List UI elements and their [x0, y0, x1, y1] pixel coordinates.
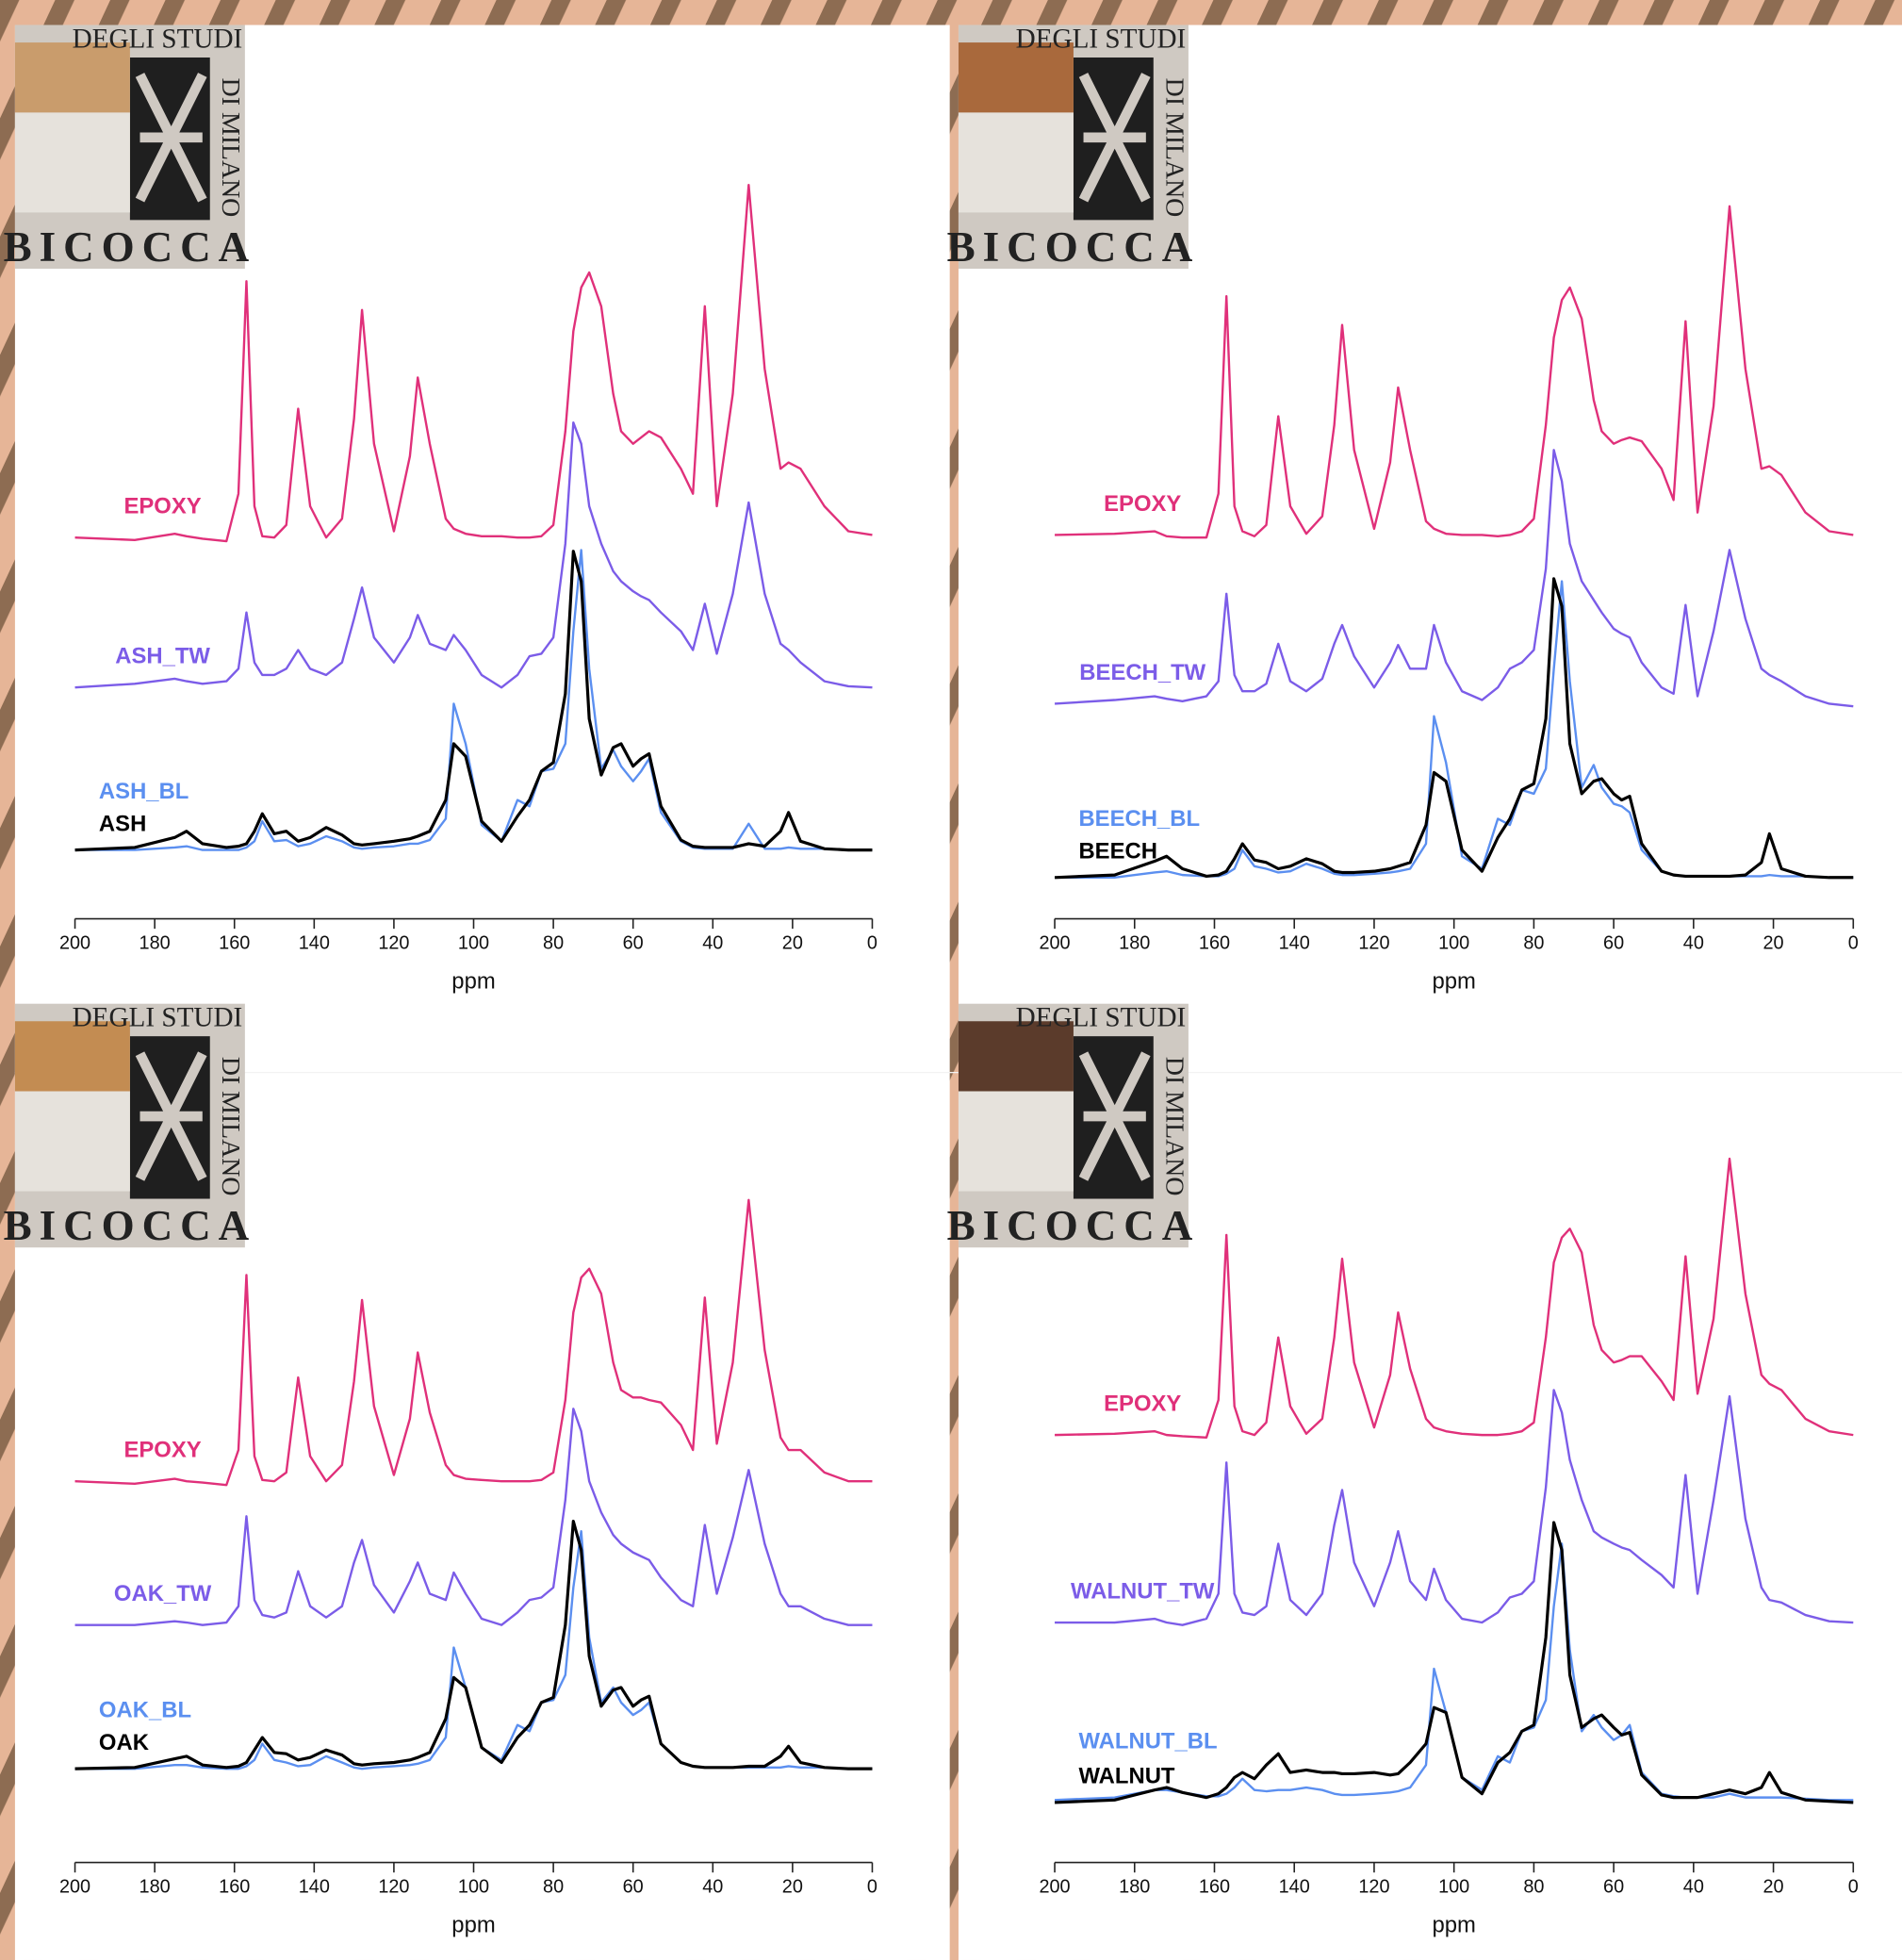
x-tick-label: 80	[1523, 932, 1544, 953]
x-tick-label: 120	[1358, 932, 1389, 953]
series-label: EPOXY	[123, 1438, 201, 1463]
logo-text: DI MILANO	[216, 1057, 245, 1196]
sample-photo: DEGLI STUDI DI MILANO BICOCCA	[4, 24, 257, 270]
logo-text: DEGLI STUDI	[1016, 1003, 1187, 1033]
x-tick-label: 60	[623, 1876, 644, 1897]
x-tick-label: 60	[1603, 1876, 1624, 1897]
fabric	[15, 112, 130, 212]
series-label: WALNUT	[1078, 1764, 1174, 1789]
x-tick-label: 20	[782, 932, 803, 953]
x-tick-label: 20	[1763, 1876, 1784, 1897]
series-label: WALNUT_BL	[1078, 1729, 1217, 1754]
series-label: BEECH	[1078, 839, 1157, 865]
logo-text: DEGLI STUDI	[73, 24, 243, 54]
x-tick-label: 0	[1848, 1876, 1859, 1897]
x-tick-label: 40	[1683, 1876, 1704, 1897]
x-tick-label: 40	[702, 1876, 723, 1897]
fabric	[959, 112, 1074, 212]
x-tick-label: 80	[543, 932, 564, 953]
logo-text: DI MILANO	[1159, 78, 1189, 218]
logo-text: DI MILANO	[216, 78, 245, 218]
x-tick-label: 200	[59, 1876, 90, 1897]
x-axis-title: ppm	[451, 1912, 495, 1937]
series-label: OAK_BL	[99, 1697, 191, 1722]
x-axis-title: ppm	[1432, 968, 1475, 994]
logo-text: BICOCCA	[4, 1202, 257, 1249]
x-tick-label: 80	[1523, 1876, 1544, 1897]
x-tick-label: 60	[623, 932, 644, 953]
x-tick-label: 200	[1039, 1876, 1070, 1897]
x-tick-label: 180	[1119, 1876, 1150, 1897]
x-tick-label: 0	[867, 932, 877, 953]
figure: DEGLI STUDI DI MILANO BICOCCA DEGLI STUDI DI…	[0, 0, 1902, 1960]
x-tick-label: 40	[702, 932, 723, 953]
x-tick-label: 140	[1279, 932, 1310, 953]
x-tick-label: 120	[1358, 1876, 1389, 1897]
x-tick-label: 100	[458, 932, 489, 953]
x-tick-label: 140	[299, 1876, 330, 1897]
x-tick-label: 0	[867, 1876, 877, 1897]
sample-photo: DEGLI STUDI DI MILANO BICOCCA	[947, 24, 1201, 270]
x-tick-label: 120	[378, 932, 409, 953]
sample-photo: DEGLI STUDI DI MILANO BICOCCA	[4, 1003, 257, 1249]
x-tick-label: 60	[1603, 932, 1624, 953]
series-label: OAK	[99, 1730, 150, 1755]
series-label: ASH_BL	[99, 779, 189, 804]
logo-text: BICOCCA	[947, 223, 1201, 271]
x-tick-label: 0	[1848, 932, 1859, 953]
x-tick-label: 200	[1039, 932, 1070, 953]
x-tick-label: 180	[139, 932, 171, 953]
logo-text: DI MILANO	[1159, 1057, 1189, 1196]
logo-text: DEGLI STUDI	[1016, 24, 1187, 54]
series-label: ASH_TW	[115, 644, 210, 669]
x-tick-label: 160	[1199, 1876, 1230, 1897]
x-tick-label: 100	[1438, 932, 1469, 953]
x-tick-label: 180	[1119, 932, 1150, 953]
x-tick-label: 100	[458, 1876, 489, 1897]
series-label: WALNUT_TW	[1071, 1578, 1215, 1604]
fabric	[959, 1092, 1074, 1192]
series-label: EPOXY	[1104, 1392, 1181, 1417]
x-tick-label: 200	[59, 932, 90, 953]
panel-right	[959, 25, 1902, 1960]
series-label: BEECH_TW	[1079, 660, 1205, 685]
x-tick-label: 160	[219, 1876, 250, 1897]
x-tick-label: 140	[1279, 1876, 1310, 1897]
logo-text: BICOCCA	[4, 223, 257, 271]
x-tick-label: 160	[219, 932, 250, 953]
x-tick-label: 100	[1438, 1876, 1469, 1897]
x-tick-label: 140	[299, 932, 330, 953]
x-tick-label: 20	[1763, 932, 1784, 953]
x-tick-label: 120	[378, 1876, 409, 1897]
series-label: ASH	[99, 811, 146, 836]
fabric	[15, 1092, 130, 1192]
x-tick-label: 160	[1199, 932, 1230, 953]
x-tick-label: 20	[782, 1876, 803, 1897]
series-label: BEECH_BL	[1078, 806, 1200, 832]
x-tick-label: 40	[1683, 932, 1704, 953]
series-label: OAK_TW	[114, 1581, 212, 1606]
sample-photo: DEGLI STUDI DI MILANO BICOCCA	[947, 1003, 1201, 1249]
logo-text: DEGLI STUDI	[73, 1003, 243, 1033]
x-axis-title: ppm	[451, 968, 495, 994]
x-tick-label: 180	[139, 1876, 171, 1897]
x-axis-title: ppm	[1432, 1912, 1475, 1937]
logo-text: BICOCCA	[947, 1202, 1201, 1249]
x-tick-label: 80	[543, 1876, 564, 1897]
series-label: EPOXY	[1104, 491, 1181, 517]
series-label: EPOXY	[123, 494, 201, 519]
